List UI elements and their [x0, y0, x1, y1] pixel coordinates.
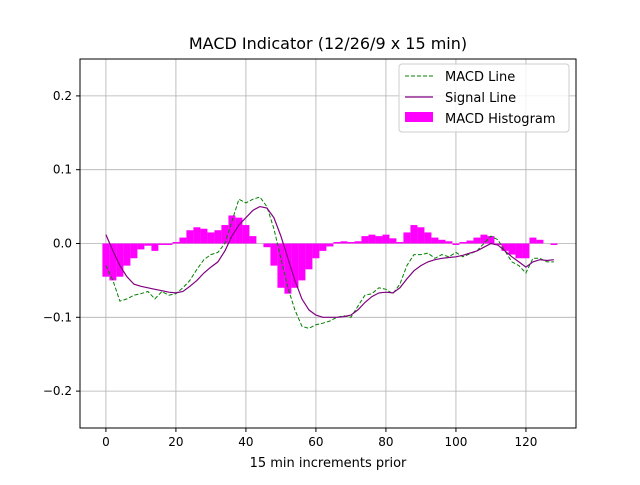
histogram-bar	[263, 243, 271, 248]
y-tick-label: −0.1	[43, 310, 72, 324]
histogram-bar	[417, 227, 425, 244]
histogram-bar	[298, 243, 306, 281]
histogram-bar	[214, 230, 222, 244]
histogram-bar	[494, 243, 502, 245]
legend-histogram-swatch	[405, 112, 433, 122]
x-tick-label: 100	[444, 435, 467, 449]
histogram-bar	[522, 243, 530, 259]
legend-histogram-label: MACD Histogram	[445, 112, 556, 127]
histogram-bar	[249, 236, 257, 244]
x-axis-label: 15 min increments prior	[250, 456, 407, 471]
histogram-bar	[109, 243, 117, 281]
histogram-bar	[270, 243, 278, 266]
legend-macd-label: MACD Line	[445, 70, 515, 85]
legend-signal-label: Signal Line	[445, 91, 516, 106]
x-tick-label: 40	[238, 435, 253, 449]
y-tick-label: 0.0	[53, 237, 72, 251]
histogram-bar	[508, 243, 516, 255]
histogram-bar	[116, 243, 124, 277]
histogram-bar	[186, 230, 194, 244]
histogram-bar	[333, 242, 341, 244]
histogram-bar	[165, 243, 173, 245]
histogram-bar	[291, 243, 299, 288]
histogram-bar	[375, 236, 383, 244]
y-tick-label: 0.1	[53, 163, 72, 177]
histogram-bar	[235, 217, 243, 244]
chart-title: MACD Indicator (12/26/9 x 15 min)	[189, 34, 467, 53]
histogram-bar	[459, 242, 467, 244]
histogram-bar	[123, 243, 131, 266]
histogram-bar	[151, 243, 159, 251]
histogram-bar	[431, 237, 439, 244]
histogram-bar	[361, 236, 369, 244]
histogram-bar	[438, 239, 446, 244]
histogram-bar	[172, 242, 180, 244]
x-tick-label: 120	[514, 435, 537, 449]
histogram-bar	[305, 243, 313, 270]
x-tick-label: 60	[308, 435, 323, 449]
histogram-bar	[445, 241, 453, 244]
histogram-bar	[347, 242, 355, 244]
histogram-bar	[130, 243, 138, 259]
histogram-bar	[221, 225, 229, 244]
histogram-bar	[466, 240, 474, 244]
histogram-bar	[228, 215, 236, 244]
histogram-bar	[158, 243, 166, 245]
histogram-bar	[284, 243, 292, 294]
histogram-bar	[550, 243, 558, 245]
histogram-bar	[354, 241, 362, 244]
histogram-bar	[368, 234, 376, 244]
histogram-bar	[452, 243, 460, 245]
histogram-bar	[410, 225, 418, 244]
histogram-bar	[242, 225, 250, 244]
histogram-bar	[102, 243, 110, 277]
histogram-bar	[487, 236, 495, 244]
histogram-bar	[326, 243, 334, 247]
x-tick-label: 20	[168, 435, 183, 449]
histogram-bar	[207, 232, 215, 244]
histogram-bar	[340, 241, 348, 244]
signal-line	[105, 205, 554, 318]
histogram-bar	[193, 227, 201, 244]
x-tick-label: 0	[102, 435, 110, 449]
histogram-bar	[382, 234, 390, 244]
histogram-bar	[424, 232, 432, 244]
histogram-bar	[319, 243, 327, 251]
histogram-bar	[277, 243, 285, 288]
histogram-bar	[403, 232, 411, 244]
histogram-bar	[396, 242, 404, 244]
legend-box	[398, 63, 570, 133]
histogram-bar	[179, 237, 187, 244]
y-tick-label: −0.2	[43, 384, 72, 398]
histogram-bar	[515, 243, 523, 259]
macd-line	[105, 196, 554, 329]
histogram-bar	[200, 228, 208, 244]
histogram-bar	[480, 234, 488, 244]
histogram-bar	[312, 243, 320, 259]
legend: MACD Line Signal Line MACD Histogram	[398, 63, 570, 133]
histogram-bar	[501, 243, 509, 251]
x-tick-label: 80	[378, 435, 393, 449]
histogram-bars	[102, 215, 558, 294]
ticks: 0 20 40 60 80 100 120 −0.2 −0.1 0.0 0.1 0.2	[43, 89, 538, 449]
histogram-bar	[389, 238, 397, 244]
y-tick-label: 0.2	[53, 89, 72, 103]
histogram-bar	[137, 243, 145, 250]
histogram-bar	[473, 237, 481, 244]
histogram-bar	[144, 243, 152, 246]
histogram-bar	[536, 239, 544, 244]
histogram-bar	[529, 237, 537, 244]
